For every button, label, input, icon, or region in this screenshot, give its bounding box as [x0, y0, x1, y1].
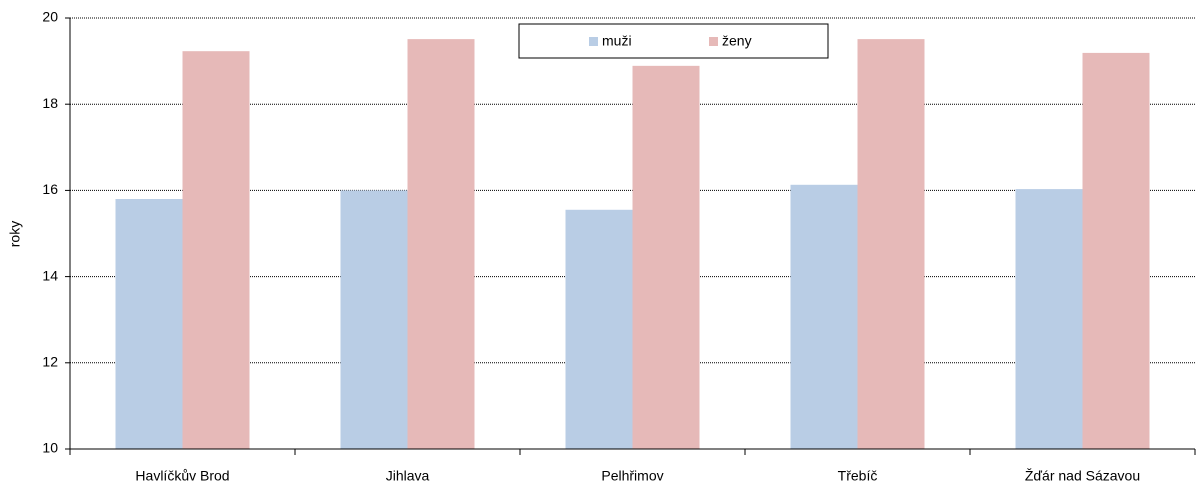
- y-axis-label: roky: [7, 221, 23, 247]
- bar: [632, 65, 700, 449]
- bar: [1015, 189, 1083, 449]
- bar: [340, 190, 408, 449]
- x-tick-label: Třebíč: [838, 468, 878, 484]
- x-tick-label: Pelhřimov: [601, 468, 663, 484]
- y-tick-label: 16: [42, 181, 58, 197]
- legend-label: muži: [602, 33, 632, 49]
- bar: [857, 39, 925, 450]
- y-tick-label: 10: [42, 440, 58, 456]
- bar: [407, 39, 475, 450]
- bar: [115, 199, 183, 449]
- bar: [1082, 52, 1150, 449]
- legend-label: ženy: [722, 33, 752, 49]
- y-tick-label: 14: [42, 267, 58, 283]
- y-tick-label: 18: [42, 95, 58, 111]
- bar: [565, 209, 633, 449]
- bar: [182, 51, 250, 449]
- legend-swatch: [589, 37, 598, 46]
- x-tick-label: Havlíčkův Brod: [135, 468, 229, 484]
- y-tick-label: 20: [42, 9, 58, 25]
- legend-swatch: [709, 37, 718, 46]
- bar: [790, 184, 858, 449]
- y-tick-label: 12: [42, 354, 58, 370]
- legend-box: [518, 23, 829, 59]
- x-tick-label: Jihlava: [386, 468, 430, 484]
- x-tick-label: Žďár nad Sázavou: [1025, 468, 1140, 484]
